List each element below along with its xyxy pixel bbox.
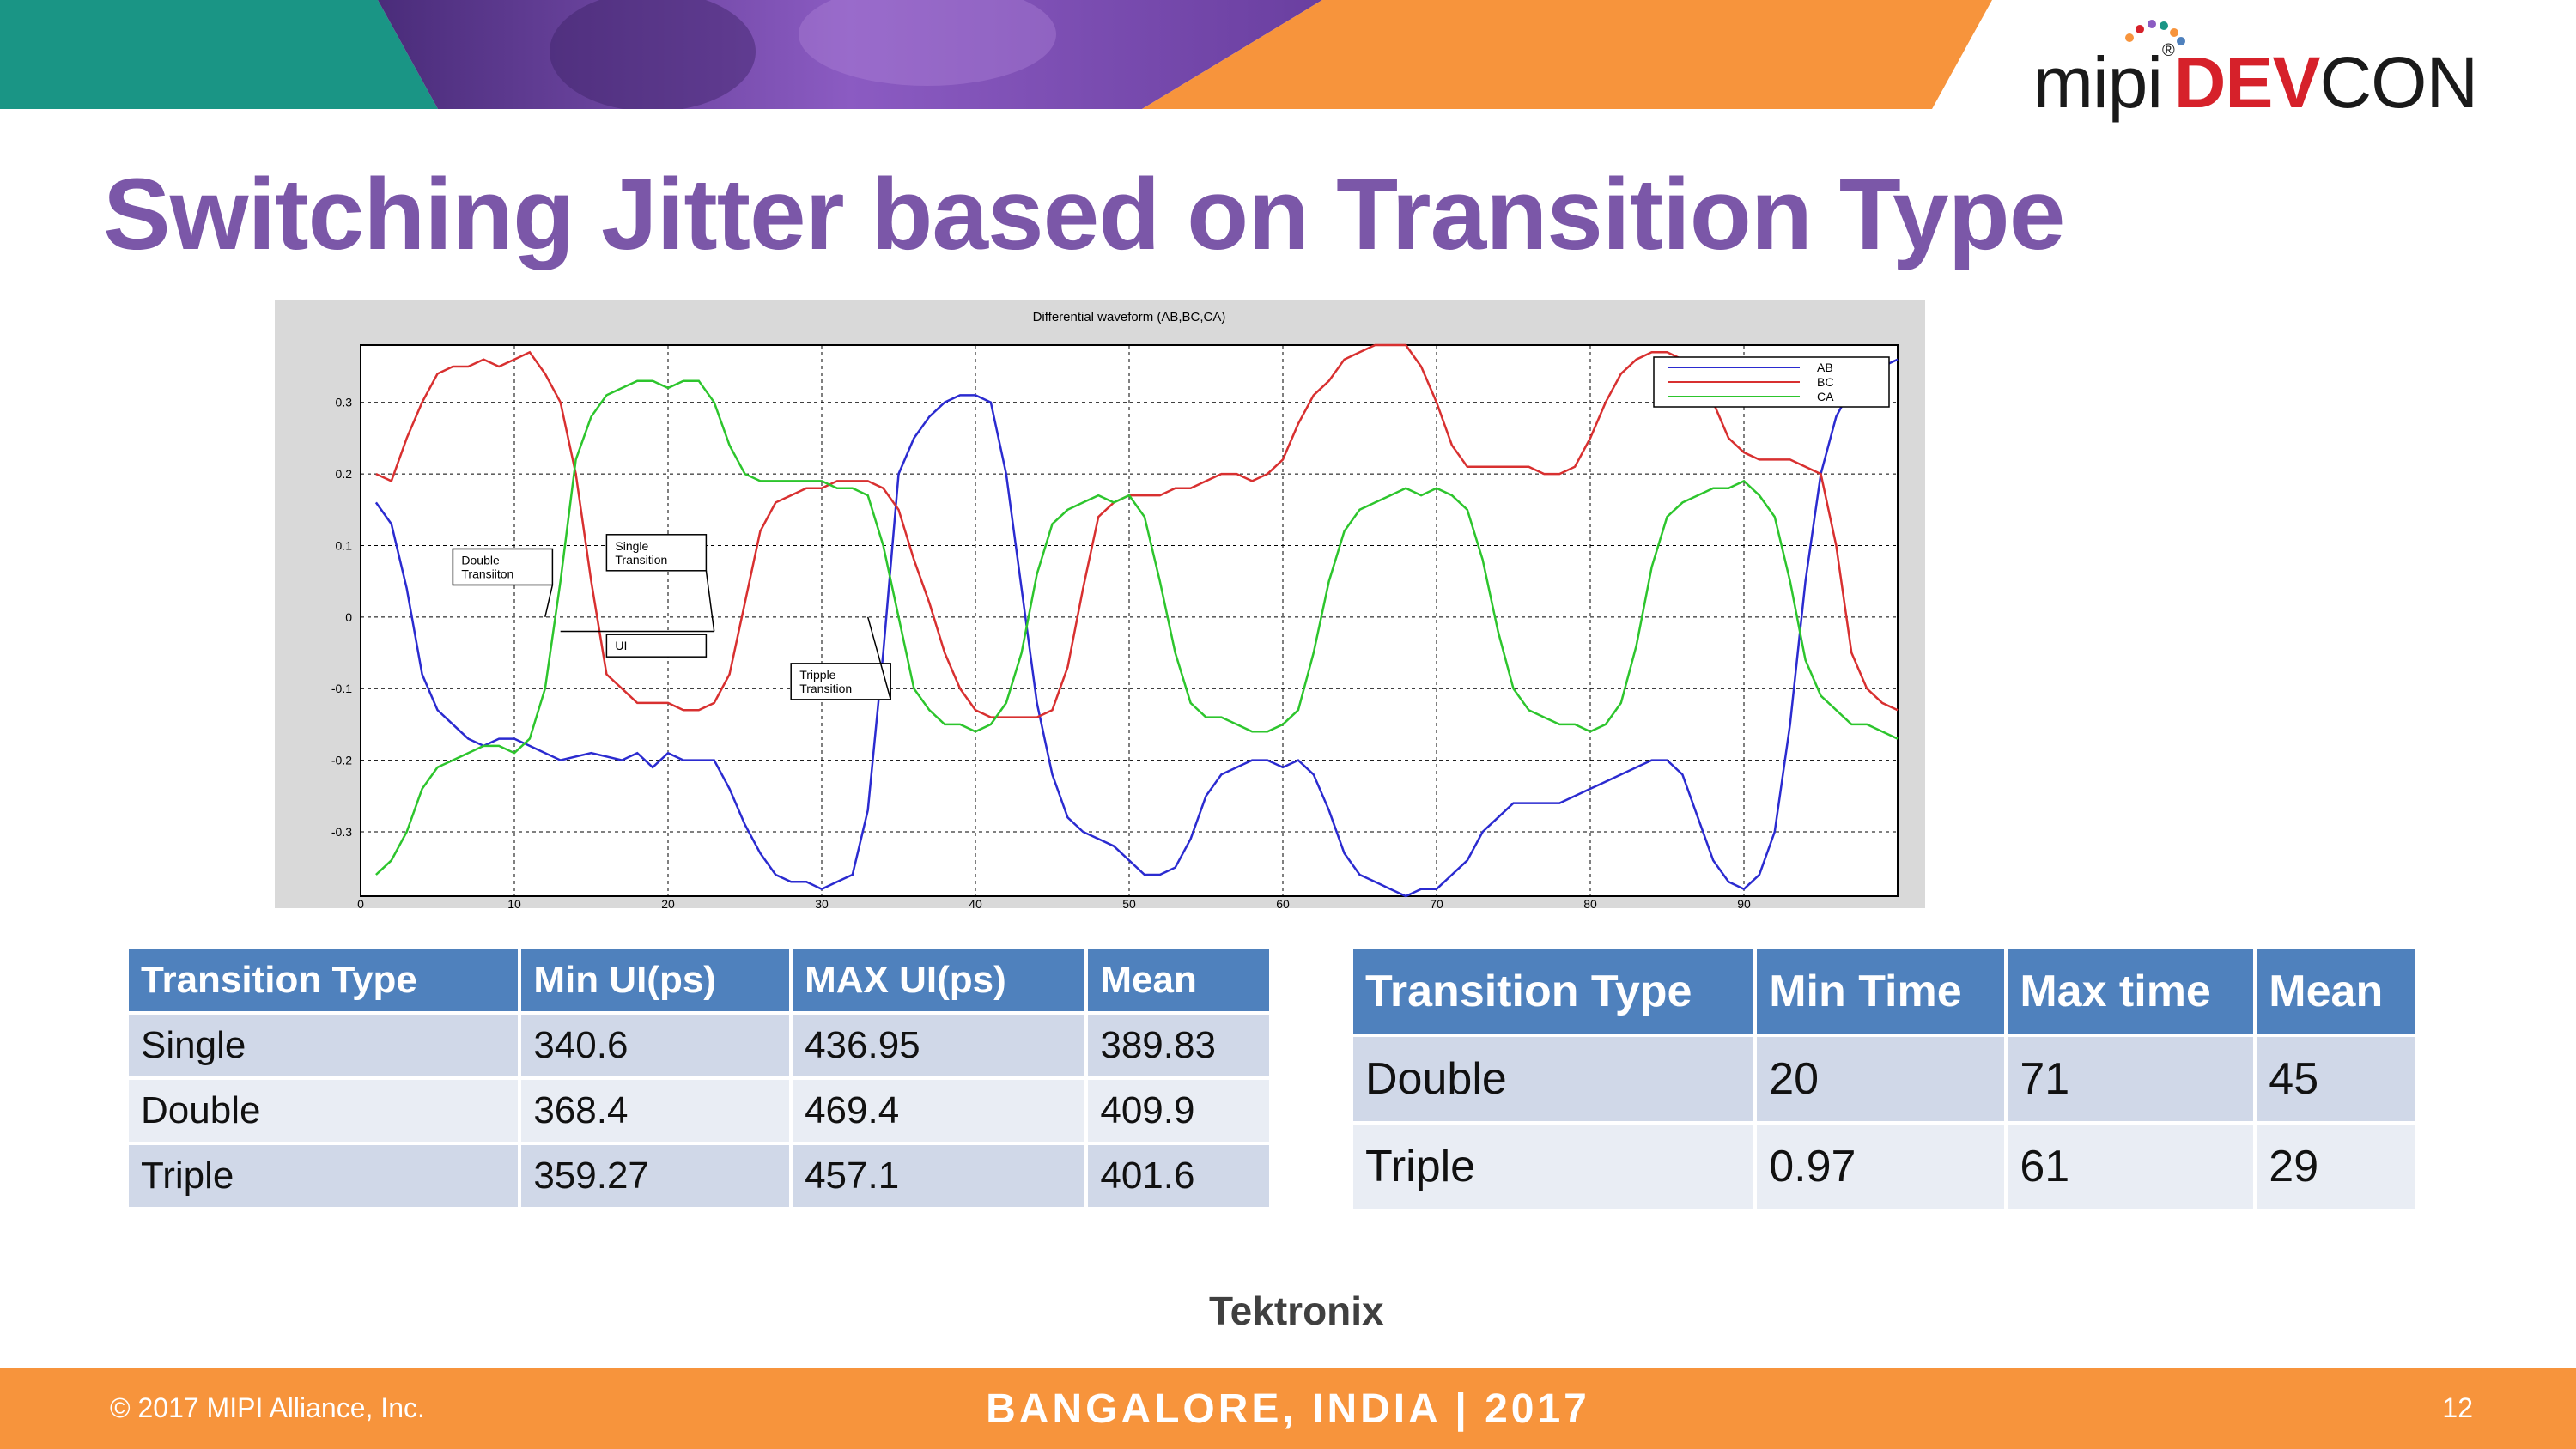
table-row: Double 20 71 45: [1353, 1037, 2415, 1121]
annotation-label: UI: [615, 639, 627, 652]
table-header-cell: Max time: [2008, 949, 2254, 1034]
header-banner: [0, 0, 2576, 109]
x-tick-label: 0: [357, 897, 364, 908]
y-tick-label: 0: [345, 610, 352, 624]
table-cell: 389.83: [1088, 1015, 1269, 1076]
waveform-chart: Differential waveform (AB,BC,CA) 0 10 20 30 4…: [275, 300, 1925, 908]
table-header-cell: Min Time: [1757, 949, 2005, 1034]
annotation-box: [452, 548, 554, 586]
table-cell: 71: [2008, 1037, 2254, 1121]
annotation-box: [605, 534, 708, 572]
table-cell: 61: [2008, 1125, 2254, 1209]
table-cell: 29: [2257, 1125, 2415, 1209]
waveform-chart-svg: Differential waveform (AB,BC,CA) 0 10 20 30 4…: [331, 310, 1899, 908]
mipi-devcon-logo: mipi®DEVCON: [2033, 12, 2497, 123]
table-cell: 409.9: [1088, 1080, 1269, 1142]
y-tick-label: 0.1: [336, 538, 353, 552]
x-tick-label: 20: [661, 897, 675, 908]
series-line-ca: [375, 379, 1899, 876]
annotation-label: Transiiton: [461, 567, 513, 580]
annotation-label: Transition: [799, 682, 852, 695]
table-row: Double 368.4 469.4 409.9: [129, 1080, 1269, 1142]
table-cell: 359.27: [521, 1145, 790, 1207]
y-tick-label: -0.2: [331, 754, 352, 767]
table-cell: Double: [129, 1080, 519, 1142]
table-cell: Single: [129, 1015, 519, 1076]
source-credit: Tektronix: [1209, 1288, 1384, 1333]
table-cell: 401.6: [1088, 1145, 1269, 1207]
banner-graphic: [0, 0, 1992, 109]
table-cell: 45: [2257, 1037, 2415, 1121]
y-tick-label: 0.2: [336, 467, 353, 481]
table-header-row: Transition Type Min Time Max time Mean: [1353, 949, 2415, 1034]
x-tick-label: 40: [969, 897, 982, 908]
legend-label-ca: CA: [1817, 390, 1834, 403]
x-tick-label: 50: [1122, 897, 1136, 908]
annotation-label: Transition: [615, 553, 667, 567]
annotation-label: Single: [615, 539, 648, 553]
x-tick-label: 90: [1737, 897, 1751, 908]
y-tick-label: 0.3: [336, 396, 353, 409]
annotation-arrow: [705, 570, 715, 632]
table-header-cell: Transition Type: [1353, 949, 1754, 1034]
x-tick-label: 10: [507, 897, 521, 908]
ui-jitter-table: Transition Type Min UI(ps) MAX UI(ps) Me…: [125, 946, 1273, 1210]
legend-label-bc: BC: [1817, 375, 1833, 389]
series-line-bc: [375, 343, 1899, 718]
table-cell: 436.95: [793, 1015, 1085, 1076]
table-row: Triple 0.97 61 29: [1353, 1125, 2415, 1209]
y-tick-label: -0.3: [331, 825, 352, 839]
annotation-box: [790, 663, 891, 700]
x-tick-label: 70: [1430, 897, 1443, 908]
table-cell: Double: [1353, 1037, 1754, 1121]
annotation-arrow: [866, 616, 891, 700]
x-tick-label: 30: [815, 897, 829, 908]
footer-bar: © 2017 MIPI Alliance, Inc. BANGALORE, IN…: [0, 1368, 2576, 1449]
table-header-cell: Mean: [1088, 949, 1269, 1011]
transition-time-table: Transition Type Min Time Max time Mean D…: [1350, 946, 2418, 1212]
table-header-cell: Min UI(ps): [521, 949, 790, 1011]
table-header-row: Transition Type Min UI(ps) MAX UI(ps) Me…: [129, 949, 1269, 1011]
x-tick-label: 80: [1583, 897, 1597, 908]
table-row: Triple 359.27 457.1 401.6: [129, 1145, 1269, 1207]
annotation-arrow: [544, 585, 554, 617]
logo-dots-graphic: [2125, 20, 2185, 45]
logo-wordmark: mipi®DEVCON: [2033, 41, 2478, 123]
table-cell: Triple: [129, 1145, 519, 1207]
annotation-box: [605, 634, 708, 658]
table-header-cell: MAX UI(ps): [793, 949, 1085, 1011]
chart-title: Differential waveform (AB,BC,CA): [1033, 310, 1226, 324]
table-cell: 469.4: [793, 1080, 1085, 1142]
table-cell: 0.97: [1757, 1125, 2005, 1209]
table-cell: 368.4: [521, 1080, 790, 1142]
slide-title: Switching Jitter based on Transition Typ…: [103, 158, 2065, 271]
table-cell: 20: [1757, 1037, 2005, 1121]
x-tick-label: 60: [1276, 897, 1290, 908]
legend-label-ab: AB: [1817, 361, 1833, 374]
annotation-label: Tripple: [799, 668, 835, 682]
event-name: BANGALORE, INDIA | 2017: [986, 1386, 1590, 1432]
table-cell: 340.6: [521, 1015, 790, 1076]
y-tick-label: -0.1: [331, 682, 352, 695]
table-header-cell: Mean: [2257, 949, 2415, 1034]
series-line-ab: [374, 358, 1899, 898]
annotation-label: Double: [461, 553, 500, 567]
table-cell: 457.1: [793, 1145, 1085, 1207]
table-header-cell: Transition Type: [129, 949, 519, 1011]
table-row: Single 340.6 436.95 389.83: [129, 1015, 1269, 1076]
page-number: 12: [2442, 1392, 2473, 1423]
copyright-text: © 2017 MIPI Alliance, Inc.: [110, 1392, 425, 1423]
table-cell: Triple: [1353, 1125, 1754, 1209]
